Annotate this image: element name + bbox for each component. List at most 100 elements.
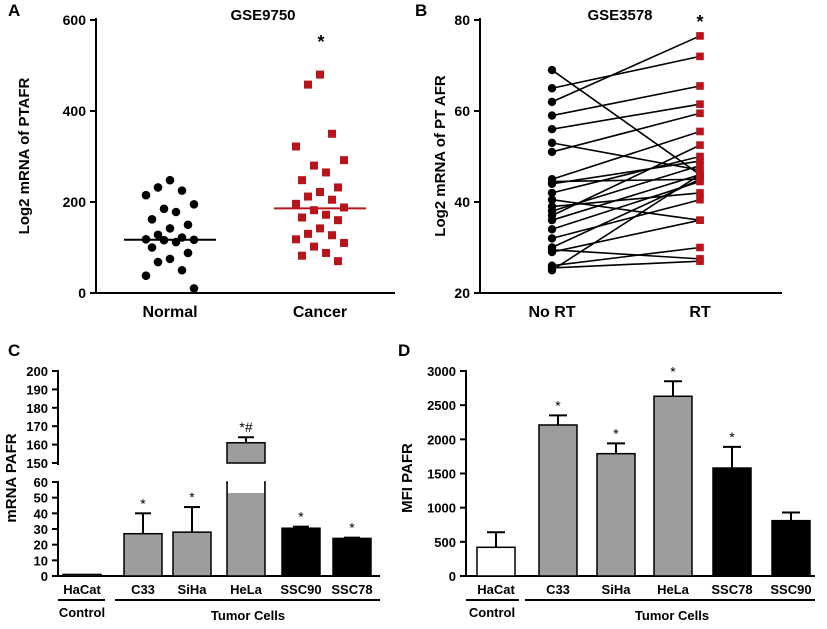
panel-a-ytick-label: 400 bbox=[63, 103, 87, 119]
panel-c-ytick-label: 150 bbox=[26, 456, 48, 471]
panel-a-cancer-point bbox=[334, 216, 342, 225]
panel-b-no-rt-point bbox=[547, 147, 557, 157]
panel-a-cancer-point bbox=[304, 229, 312, 238]
panel-a-cancer-point bbox=[304, 80, 312, 89]
panel-b-ytick-label: 20 bbox=[454, 285, 470, 301]
panel-c-significance-marker: *# bbox=[239, 419, 252, 435]
panel-b-pair-line bbox=[551, 260, 701, 269]
panel-c-group-label: Control bbox=[59, 605, 105, 620]
panel-c-bar bbox=[62, 573, 102, 577]
panel-b-no-rt-point bbox=[547, 266, 557, 275]
panel-d-category-label: C33 bbox=[546, 582, 570, 597]
panel-a-title: GSE9750 bbox=[230, 7, 295, 24]
panel-c-category-label: HeLa bbox=[230, 582, 263, 597]
panel-c-ytick-label: 200 bbox=[26, 364, 48, 379]
panel-b-axes bbox=[479, 18, 782, 294]
panel-c-significance-marker: * bbox=[298, 509, 304, 525]
panel-c-bar bbox=[281, 527, 321, 577]
panel-d-ytick-label: 1500 bbox=[427, 467, 456, 482]
panel-b-letter: B bbox=[415, 1, 427, 20]
panel-a-normal-point bbox=[183, 220, 193, 230]
panel-a-normal-point bbox=[153, 183, 163, 192]
panel-d-bar bbox=[596, 452, 636, 577]
panel-c-ytick-label: 50 bbox=[34, 491, 48, 506]
panel-a-normal-point bbox=[165, 254, 175, 264]
panel-a-letter: A bbox=[8, 1, 20, 20]
panel-a-normal-point bbox=[171, 207, 181, 217]
panel-d-bar bbox=[771, 519, 811, 577]
panel-d-category-label: SSC78 bbox=[711, 582, 752, 597]
panel-c-category-label: SSC90 bbox=[280, 582, 321, 597]
panel-b-rt-point bbox=[696, 109, 704, 118]
panel-b-rt-point bbox=[696, 175, 704, 184]
panel-b-no-rt-point bbox=[547, 138, 557, 148]
panel-b-pair-line bbox=[551, 55, 701, 90]
panel-a-normal-point bbox=[189, 284, 199, 293]
panel-a-cancer-point bbox=[328, 195, 336, 204]
panel-b-ytick-label: 40 bbox=[454, 194, 470, 210]
panel-c-bar bbox=[226, 481, 266, 577]
panel-a-cancer-point bbox=[322, 168, 330, 177]
panel-b-no-rt-point bbox=[547, 125, 557, 134]
panel-b-pair-line bbox=[551, 35, 701, 103]
panel-d-ytick-label: 3000 bbox=[427, 364, 456, 379]
panel-c-bar bbox=[332, 537, 372, 577]
panel-b-pair-line bbox=[551, 155, 701, 194]
panel-a-cancer-point bbox=[340, 238, 348, 247]
panel-c-significance-marker: * bbox=[140, 495, 146, 511]
panel-c-ytick-label: 10 bbox=[34, 553, 48, 568]
panel-b-rt-point bbox=[696, 166, 704, 174]
panel-b-pair-line bbox=[551, 174, 701, 271]
panel-b-rt-point bbox=[696, 52, 704, 61]
panel-a-cancer-point bbox=[322, 210, 330, 219]
panel-a-axes bbox=[95, 18, 395, 294]
panel-c-bars: HaCat * C33 * SiHa *# HeLa * SSC90 * SSC78 bbox=[62, 419, 373, 597]
panel-b-pair-line bbox=[551, 160, 701, 185]
panel-d-axes bbox=[465, 370, 815, 577]
panel-a-normal-point bbox=[153, 230, 163, 240]
panel-c-ytick-label: 170 bbox=[26, 419, 48, 434]
panel-a-normal-point bbox=[159, 204, 169, 214]
panel-b-category-label: RT bbox=[689, 304, 711, 321]
panel-b-pair-line bbox=[551, 130, 701, 181]
panel-d-significance-marker: * bbox=[670, 363, 676, 379]
panel-a-cancer-point bbox=[316, 224, 324, 233]
panel-a-normal-point bbox=[141, 271, 151, 281]
panel-d-bar bbox=[653, 395, 693, 577]
panel-b-no-rt-point bbox=[547, 216, 557, 225]
panel-c-ytick-label: 180 bbox=[26, 401, 48, 416]
panel-c-ytick-label: 190 bbox=[26, 382, 48, 397]
panel-a-points bbox=[124, 70, 366, 293]
panel-d-group-label: Control bbox=[469, 605, 515, 620]
panel-d-significance-marker: * bbox=[613, 425, 619, 441]
panel-b-pair-line bbox=[551, 69, 701, 176]
panel-c-ytick-label: 30 bbox=[34, 522, 48, 537]
panel-c-bar bbox=[123, 532, 163, 577]
panel-b-pair-line bbox=[551, 144, 701, 217]
panel-a-significance-marker: * bbox=[317, 32, 324, 52]
panel-d-category-label: HaCat bbox=[477, 582, 515, 597]
panel-b-rt-point bbox=[696, 141, 704, 149]
panel-c-lower-axis bbox=[57, 481, 380, 577]
panel-b-no-rt-point bbox=[547, 234, 557, 243]
panel-a-category-label: Normal bbox=[142, 304, 197, 321]
panel-a-cancer-point bbox=[328, 129, 336, 138]
panel-a-cancer-point bbox=[292, 235, 300, 244]
panel-c-ytick-label: 160 bbox=[26, 438, 48, 453]
panel-a-cancer-point bbox=[298, 213, 306, 222]
panel-d-group-label: Tumor Cells bbox=[635, 608, 709, 623]
panel-a-cancer-point bbox=[298, 176, 306, 185]
panel-a-normal-point bbox=[141, 190, 151, 200]
panel-b-pair-line bbox=[551, 112, 701, 153]
panel-a-normal-point bbox=[147, 243, 157, 252]
panel-d-category-label: SSC90 bbox=[770, 582, 811, 597]
panel-c-category-label: HaCat bbox=[63, 582, 101, 597]
panel-c-ytick-label: 60 bbox=[34, 475, 48, 490]
panel-d-ytick-label: 2500 bbox=[427, 398, 456, 413]
panel-c-bar bbox=[226, 442, 266, 464]
panel-a-cancer-point bbox=[304, 192, 312, 201]
panel-b-rt-point bbox=[696, 161, 704, 170]
panel-b-no-rt-point bbox=[547, 179, 557, 188]
